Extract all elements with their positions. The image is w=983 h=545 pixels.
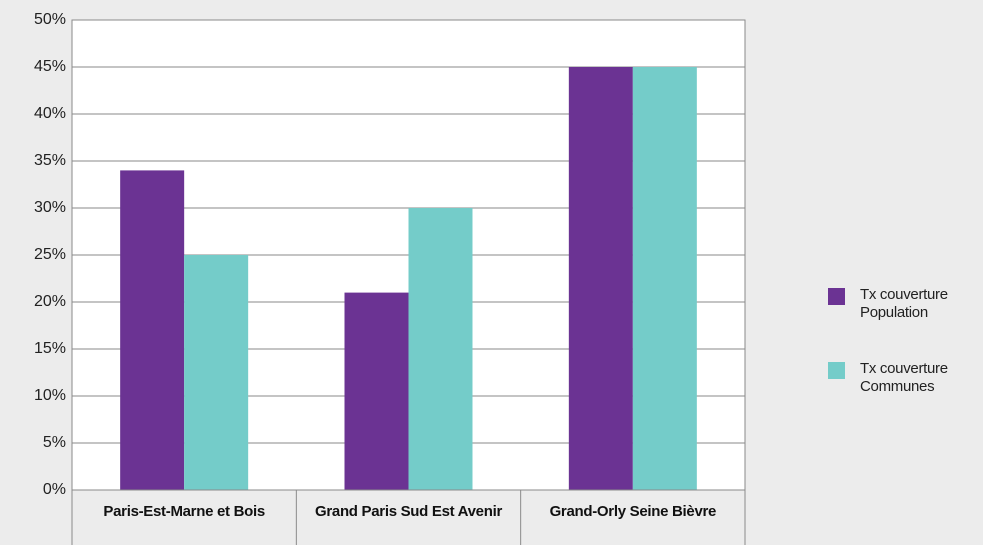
- y-tick-label: 15%: [34, 340, 66, 357]
- y-tick-label: 30%: [34, 199, 66, 216]
- x-tick-label: Grand-Orly Seine Bièvre: [549, 503, 717, 520]
- y-tick-label: 20%: [34, 293, 66, 310]
- y-tick-label: 25%: [34, 246, 66, 263]
- bar: [568, 67, 633, 490]
- bar: [184, 255, 249, 490]
- legend-label: Tx couverture Population: [860, 286, 948, 321]
- legend-swatch: [828, 288, 845, 305]
- bar: [632, 67, 697, 490]
- bar: [120, 170, 185, 490]
- y-tick-label: 5%: [43, 434, 66, 451]
- y-tick-label: 40%: [34, 105, 66, 122]
- legend-swatch: [828, 362, 845, 379]
- y-tick-label: 50%: [34, 11, 66, 28]
- bar: [344, 292, 409, 490]
- x-tick-label: Grand Paris Sud Est Avenir: [315, 503, 502, 520]
- y-tick-label: 0%: [43, 481, 66, 498]
- plot-border: [71, 19, 746, 491]
- y-tick-label: 10%: [34, 387, 66, 404]
- bar: [408, 208, 473, 490]
- x-tick-label: Paris-Est-Marne et Bois: [103, 503, 265, 520]
- y-tick-label: 45%: [34, 58, 66, 75]
- y-tick-label: 35%: [34, 152, 66, 169]
- legend-label: Tx couverture Communes: [860, 360, 948, 395]
